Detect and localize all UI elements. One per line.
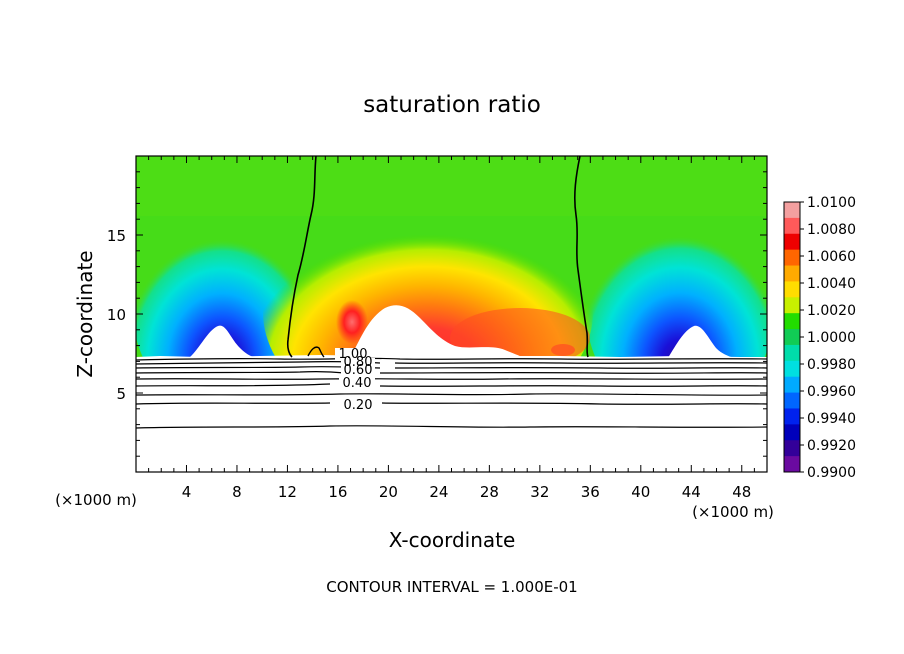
- y-axis-label: Z-coordinate: [73, 250, 97, 377]
- contour-label-bg: [339, 376, 375, 388]
- colorbar-swatch: [784, 456, 800, 473]
- contour-line: [136, 393, 767, 396]
- colorbar-swatch: [784, 440, 800, 457]
- colorbar-label: 1.0040: [807, 276, 856, 292]
- colorbar-swatch: [784, 297, 800, 314]
- contour-line: [136, 383, 767, 387]
- hot-spot: [336, 300, 368, 344]
- left-white-bump: [190, 325, 256, 358]
- x-tick-label: 28: [480, 483, 499, 501]
- contour-line: [136, 357, 767, 361]
- boundary-contour-right: [573, 156, 589, 358]
- contour-interval-note: CONTOUR INTERVAL = 1.000E-01: [326, 578, 577, 596]
- center-white-bump: [350, 305, 525, 358]
- colorbar-label: 0.9940: [807, 411, 856, 427]
- colorbar-swatch: [784, 360, 800, 378]
- y-tick-label: 15: [107, 227, 126, 245]
- contour-line: [136, 402, 767, 405]
- x-tick-label: 4: [182, 483, 192, 501]
- x-tick-label: 44: [682, 483, 701, 501]
- x-tick-label: 16: [328, 483, 347, 501]
- contour-label-bg: [335, 348, 371, 360]
- colorbar-label: 1.0100: [807, 195, 856, 211]
- x-unit-left: (×1000 m): [55, 491, 137, 509]
- y-tick-label: 5: [116, 385, 126, 403]
- contour-line: [136, 425, 767, 429]
- contour-label-bg: [337, 397, 379, 410]
- contour-label-060: 0.60: [344, 363, 373, 378]
- chart-title: saturation ratio: [363, 92, 541, 118]
- boundary-contour-small: [307, 346, 325, 358]
- x-tick-label: 48: [732, 483, 751, 501]
- plot-area: [136, 156, 767, 472]
- x-axis-ticks: 4 8 12 16 20 24 28 32 36 40 44 48: [148, 156, 755, 501]
- colorbar-label: 1.0000: [807, 330, 856, 346]
- colorbar-label: 0.9960: [807, 384, 856, 400]
- colorbar-swatch: [784, 392, 800, 409]
- x-tick-label: 12: [278, 483, 297, 501]
- colorbar-label: 0.9980: [807, 357, 856, 373]
- colorbar-swatch: [784, 329, 800, 346]
- colorbar-swatch: [784, 202, 800, 219]
- colorbar-label: 0.9900: [807, 465, 856, 481]
- x-tick-label: 32: [530, 483, 549, 501]
- contour-label-bg: [341, 366, 375, 375]
- colorbar-swatch: [784, 233, 800, 251]
- colorbar-swatch: [784, 313, 800, 330]
- y-axis-ticks: 5 10 15: [107, 171, 767, 457]
- colorbar-swatch: [784, 424, 800, 441]
- x-axis-label: X-coordinate: [389, 528, 516, 552]
- colorbar-swatch: [784, 217, 800, 235]
- colorbar-swatch: [784, 249, 800, 267]
- x-tick-label: 20: [379, 483, 398, 501]
- right-white-bump: [668, 325, 734, 358]
- contour-label-020: 0.20: [344, 398, 373, 413]
- x-tick-label: 8: [232, 483, 242, 501]
- contour-line: [136, 378, 767, 380]
- x-unit-right: (×1000 m): [692, 503, 774, 521]
- colorbar-label: 1.0020: [807, 303, 856, 319]
- contour-label-040: 0.40: [343, 376, 372, 391]
- boundary-contour-left: [286, 156, 317, 358]
- colorbar: 1.0100 1.0080 1.0060 1.0040 1.0020 1.0000 0.99…: [783, 195, 856, 481]
- colorbar-label: 1.0080: [807, 222, 856, 238]
- colorbar-label: 0.9920: [807, 438, 856, 454]
- colorbar-swatch: [784, 376, 800, 394]
- x-tick-label: 24: [429, 483, 448, 501]
- x-tick-label: 36: [581, 483, 600, 501]
- contour-line: [136, 370, 767, 374]
- x-tick-label: 40: [631, 483, 650, 501]
- colorbar-swatch: [784, 344, 800, 362]
- lower-white-region: [136, 355, 767, 472]
- colorbar-label: 1.0060: [807, 249, 856, 265]
- colorbar-swatch: [784, 408, 800, 425]
- contour-label-bg: [341, 358, 375, 367]
- colorbar-swatch: [784, 281, 800, 298]
- hot-spot-right: [551, 344, 575, 356]
- colorbar-swatch: [784, 265, 800, 282]
- y-tick-label: 10: [107, 306, 126, 324]
